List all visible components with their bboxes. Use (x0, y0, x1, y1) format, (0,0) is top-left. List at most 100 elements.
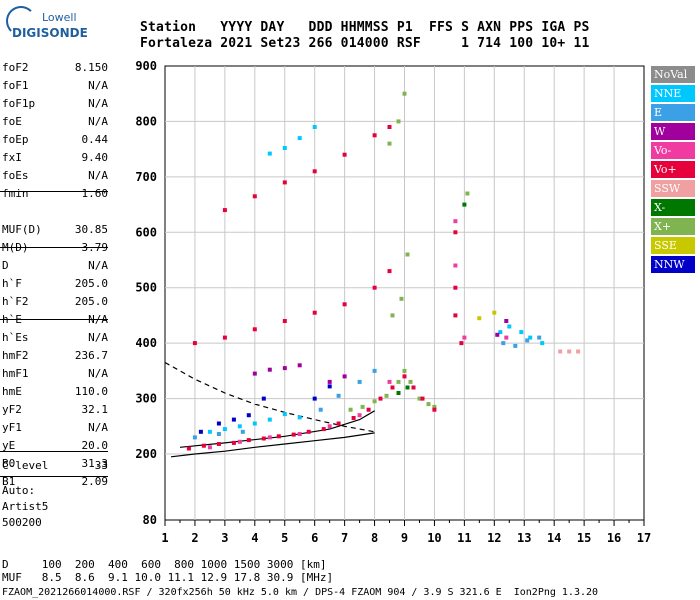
data-point (453, 230, 458, 235)
param-value: N/A (88, 367, 108, 380)
param-row-hf2: h`F2 205.0 (2, 293, 108, 311)
data-point (336, 393, 341, 398)
logo-arc-icon (6, 6, 36, 36)
header-columns: Station YYYY DAY DDD HHMMSS P1 FFS S AXN… (140, 20, 590, 35)
param-value: N/A (88, 331, 108, 344)
data-point (282, 412, 287, 417)
data-point (405, 252, 410, 257)
data-point (462, 335, 467, 340)
param-key: fxI (2, 151, 22, 164)
header-values: Fortaleza 2021 Set23 266 014000 RSF 1 71… (140, 36, 590, 51)
data-point (192, 341, 197, 346)
data-point (222, 335, 227, 340)
x-tick-label: 10 (427, 531, 441, 545)
legend-item-w: W (651, 123, 695, 140)
data-point (327, 424, 332, 429)
data-point (411, 385, 416, 390)
param-value: 110.0 (74, 385, 108, 398)
param-key: MUF(D) (2, 223, 42, 236)
param-key: D (2, 259, 9, 272)
data-point (261, 436, 266, 441)
data-point (453, 285, 458, 290)
data-point (306, 429, 311, 434)
param-row-ye: yE 20.0 (2, 437, 108, 455)
panel-divider (0, 476, 108, 477)
param-row-fof1p: foF1p N/A (2, 95, 108, 113)
data-point (417, 396, 422, 401)
data-point (246, 413, 251, 418)
auto-label: Auto: (2, 484, 36, 497)
distance-row: D 100 200 400 600 800 1000 1500 3000 [km… (2, 558, 327, 571)
param-value: 9.40 (81, 151, 109, 164)
data-point (465, 191, 470, 196)
param-key: B1 (2, 475, 16, 488)
param-row-hmf1: hmF1 N/A (2, 365, 108, 383)
data-point (336, 421, 341, 426)
data-point (267, 435, 272, 440)
legend-item-vo: Vo- (651, 142, 695, 159)
data-point (567, 349, 572, 354)
data-point (297, 136, 302, 141)
data-point (240, 429, 245, 434)
data-point (201, 443, 206, 448)
param-key: yE (2, 439, 16, 452)
legend-item-x: X+ (651, 218, 695, 235)
data-point (312, 169, 317, 174)
x-tick-label: 7 (341, 531, 348, 545)
y-tick-label: 300 (135, 392, 157, 406)
auto-code: 500200 (2, 516, 42, 529)
x-tick-label: 1 (161, 531, 168, 545)
x-tick-label: 13 (517, 531, 531, 545)
param-row-hes: h`Es N/A (2, 329, 108, 347)
data-point (216, 442, 221, 446)
data-point (396, 391, 401, 395)
legend-item-vo: Vo+ (651, 161, 695, 178)
muf-row: MUF 8.5 8.6 9.1 10.0 11.1 12.9 17.8 30.9… (2, 571, 334, 584)
param-key: h`F (2, 277, 22, 290)
data-point (525, 338, 530, 343)
data-point (282, 180, 287, 185)
data-point (402, 368, 407, 373)
y-tick-label: 600 (135, 225, 157, 239)
data-point (312, 125, 317, 129)
trace-solid (170, 432, 375, 458)
data-point (357, 379, 362, 384)
param-key: yF2 (2, 403, 22, 416)
legend-item-nnw: NNW (651, 256, 695, 273)
param-value: 30.85 (74, 223, 108, 236)
data-point (198, 429, 203, 434)
x-tick-label: 16 (607, 531, 621, 545)
x-tick-label: 9 (401, 531, 408, 545)
data-point (387, 141, 392, 146)
y-tick-label: 700 (135, 170, 157, 184)
data-point (357, 413, 362, 418)
data-point (498, 330, 503, 335)
param-row-b0: B0 31.3 (2, 455, 108, 473)
data-point (507, 324, 512, 329)
param-row-hme: hmE 110.0 (2, 383, 108, 401)
x-tick-label: 3 (221, 531, 228, 545)
data-point (558, 349, 563, 354)
data-point (291, 432, 296, 437)
data-point (372, 133, 377, 138)
data-point (276, 434, 281, 439)
param-key: yF1 (2, 421, 22, 434)
param-value: 1.60 (81, 187, 109, 200)
data-point (282, 319, 287, 323)
y-tick-label: 900 (135, 59, 157, 73)
data-point (372, 285, 377, 290)
param-value: 236.7 (74, 349, 108, 362)
x-tick-label: 4 (251, 531, 258, 545)
param-key: B0 (2, 457, 16, 470)
data-point (222, 427, 227, 432)
param-value: N/A (88, 115, 108, 128)
param-value: 8.150 (74, 61, 108, 74)
param-value: N/A (88, 259, 108, 272)
data-point (453, 263, 458, 268)
x-tick-label: 15 (577, 531, 591, 545)
data-point (231, 417, 236, 422)
data-point (246, 438, 251, 443)
x-tick-label: 14 (547, 531, 561, 545)
panel-divider (0, 451, 108, 452)
